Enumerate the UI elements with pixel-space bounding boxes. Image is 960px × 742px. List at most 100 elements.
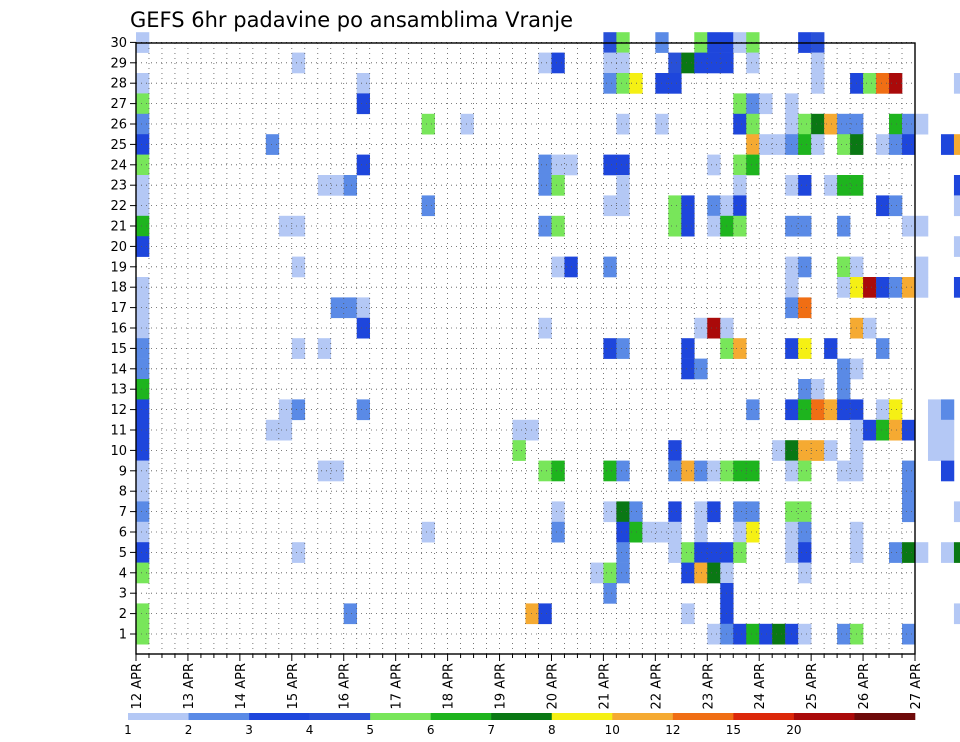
heatmap-cell bbox=[616, 73, 630, 94]
heatmap-cell bbox=[798, 501, 812, 523]
heatmap-cell bbox=[265, 419, 280, 441]
heatmap-cell bbox=[876, 277, 890, 298]
heatmap-cell bbox=[798, 338, 812, 359]
heatmap-cell bbox=[590, 562, 604, 584]
heatmap-cell bbox=[136, 338, 150, 359]
y-tick-label: 15 bbox=[110, 342, 127, 357]
y-tick-label: 19 bbox=[110, 260, 127, 275]
heatmap-cell bbox=[733, 215, 747, 237]
heatmap-cell bbox=[330, 175, 345, 196]
heatmap-cell bbox=[746, 460, 760, 482]
heatmap-cell bbox=[668, 73, 682, 94]
heatmap-cell bbox=[616, 542, 630, 563]
y-tick-label: 13 bbox=[110, 383, 127, 398]
y-tick-label: 30 bbox=[110, 36, 127, 51]
heatmap-cell bbox=[733, 521, 747, 543]
y-tick-label: 16 bbox=[110, 322, 127, 337]
heatmap-cell bbox=[733, 175, 747, 196]
heatmap-cell bbox=[798, 562, 812, 584]
y-tick-label: 14 bbox=[110, 362, 127, 377]
heatmap-cell bbox=[889, 542, 903, 563]
heatmap-cell bbox=[798, 113, 812, 135]
colorbar-swatch bbox=[309, 713, 371, 720]
heatmap-cell bbox=[668, 440, 682, 461]
heatmap-cell bbox=[863, 419, 877, 441]
heatmap-cell bbox=[525, 603, 539, 625]
heatmap-cell bbox=[902, 623, 916, 645]
heatmap-cell bbox=[798, 521, 812, 543]
colorbar-label: 12 bbox=[665, 723, 680, 737]
heatmap-cell bbox=[902, 134, 916, 155]
y-tick-label: 8 bbox=[119, 485, 127, 500]
heatmap-cell bbox=[811, 134, 825, 155]
heatmap-cell bbox=[759, 134, 773, 155]
y-tick-label: 25 bbox=[110, 138, 127, 153]
heatmap-cell bbox=[603, 256, 617, 278]
heatmap-cell bbox=[953, 134, 960, 155]
heatmap-cell bbox=[707, 317, 721, 339]
heatmap-cell bbox=[136, 460, 150, 482]
heatmap-cell bbox=[603, 562, 617, 584]
heatmap-cell bbox=[668, 215, 682, 237]
heatmap-cell bbox=[798, 542, 812, 563]
heatmap-cell bbox=[824, 175, 838, 196]
heatmap-cell bbox=[291, 215, 306, 237]
heatmap-cell bbox=[551, 521, 565, 543]
y-tick-label: 6 bbox=[119, 526, 127, 541]
x-tick-label: 14 APR bbox=[234, 663, 249, 709]
heatmap-cell bbox=[798, 460, 812, 482]
heatmap-cell bbox=[759, 623, 773, 645]
heatmap-cell bbox=[798, 134, 812, 155]
heatmap-cell bbox=[889, 419, 903, 441]
x-tick-label: 24 APR bbox=[753, 663, 768, 709]
heatmap-cell bbox=[902, 542, 916, 563]
heatmap-cell bbox=[733, 154, 747, 176]
heatmap-cell bbox=[953, 175, 960, 196]
heatmap-cell bbox=[811, 73, 825, 94]
heatmap-cell bbox=[278, 419, 293, 441]
heatmap-cell bbox=[343, 297, 358, 319]
heatmap-cell bbox=[746, 113, 760, 135]
y-tick-label: 22 bbox=[110, 199, 127, 214]
heatmap-cell bbox=[733, 542, 747, 563]
heatmap-cell bbox=[772, 134, 786, 155]
colorbar-swatch bbox=[430, 713, 492, 720]
heatmap-cell bbox=[317, 338, 332, 359]
heatmap-cell bbox=[927, 419, 942, 441]
heatmap-cell bbox=[876, 134, 890, 155]
heatmap-cell bbox=[136, 154, 150, 176]
heatmap-cell bbox=[733, 623, 747, 645]
heatmap-cell bbox=[136, 317, 150, 339]
heatmap-cell bbox=[343, 603, 358, 625]
colorbar-swatch bbox=[672, 713, 734, 720]
heatmap-cell bbox=[291, 52, 306, 74]
heatmap-cell bbox=[421, 521, 435, 543]
heatmap-cell bbox=[798, 297, 812, 319]
colorbar-label: 2 bbox=[185, 723, 193, 737]
y-tick-label: 2 bbox=[119, 607, 127, 622]
heatmap-cell bbox=[668, 521, 682, 543]
heatmap-cell bbox=[681, 52, 695, 74]
colorbar-swatch bbox=[370, 713, 431, 720]
colorbar-label: 20 bbox=[786, 723, 801, 737]
heatmap-cell bbox=[798, 215, 812, 237]
heatmap-cell bbox=[136, 297, 150, 319]
heatmap-cell bbox=[356, 73, 370, 94]
heatmap-cell bbox=[603, 460, 617, 482]
heatmap-cell bbox=[902, 113, 916, 135]
heatmap-cell bbox=[668, 195, 682, 217]
heatmap-cell bbox=[915, 277, 929, 298]
y-tick-label: 27 bbox=[110, 97, 127, 112]
x-tick-label: 12 APR bbox=[130, 663, 145, 709]
heatmap-cell bbox=[837, 215, 851, 237]
heatmap-cell bbox=[291, 399, 306, 421]
heatmap-cell bbox=[837, 399, 851, 421]
heatmap-cell bbox=[746, 501, 760, 523]
heatmap-cell bbox=[746, 154, 760, 176]
heatmap-cell bbox=[330, 460, 345, 482]
heatmap-cell bbox=[694, 562, 708, 584]
heatmap-cell bbox=[927, 440, 942, 461]
heatmap-cell bbox=[136, 440, 150, 461]
heatmap-cell bbox=[733, 338, 747, 359]
y-tick-label: 7 bbox=[119, 505, 127, 520]
